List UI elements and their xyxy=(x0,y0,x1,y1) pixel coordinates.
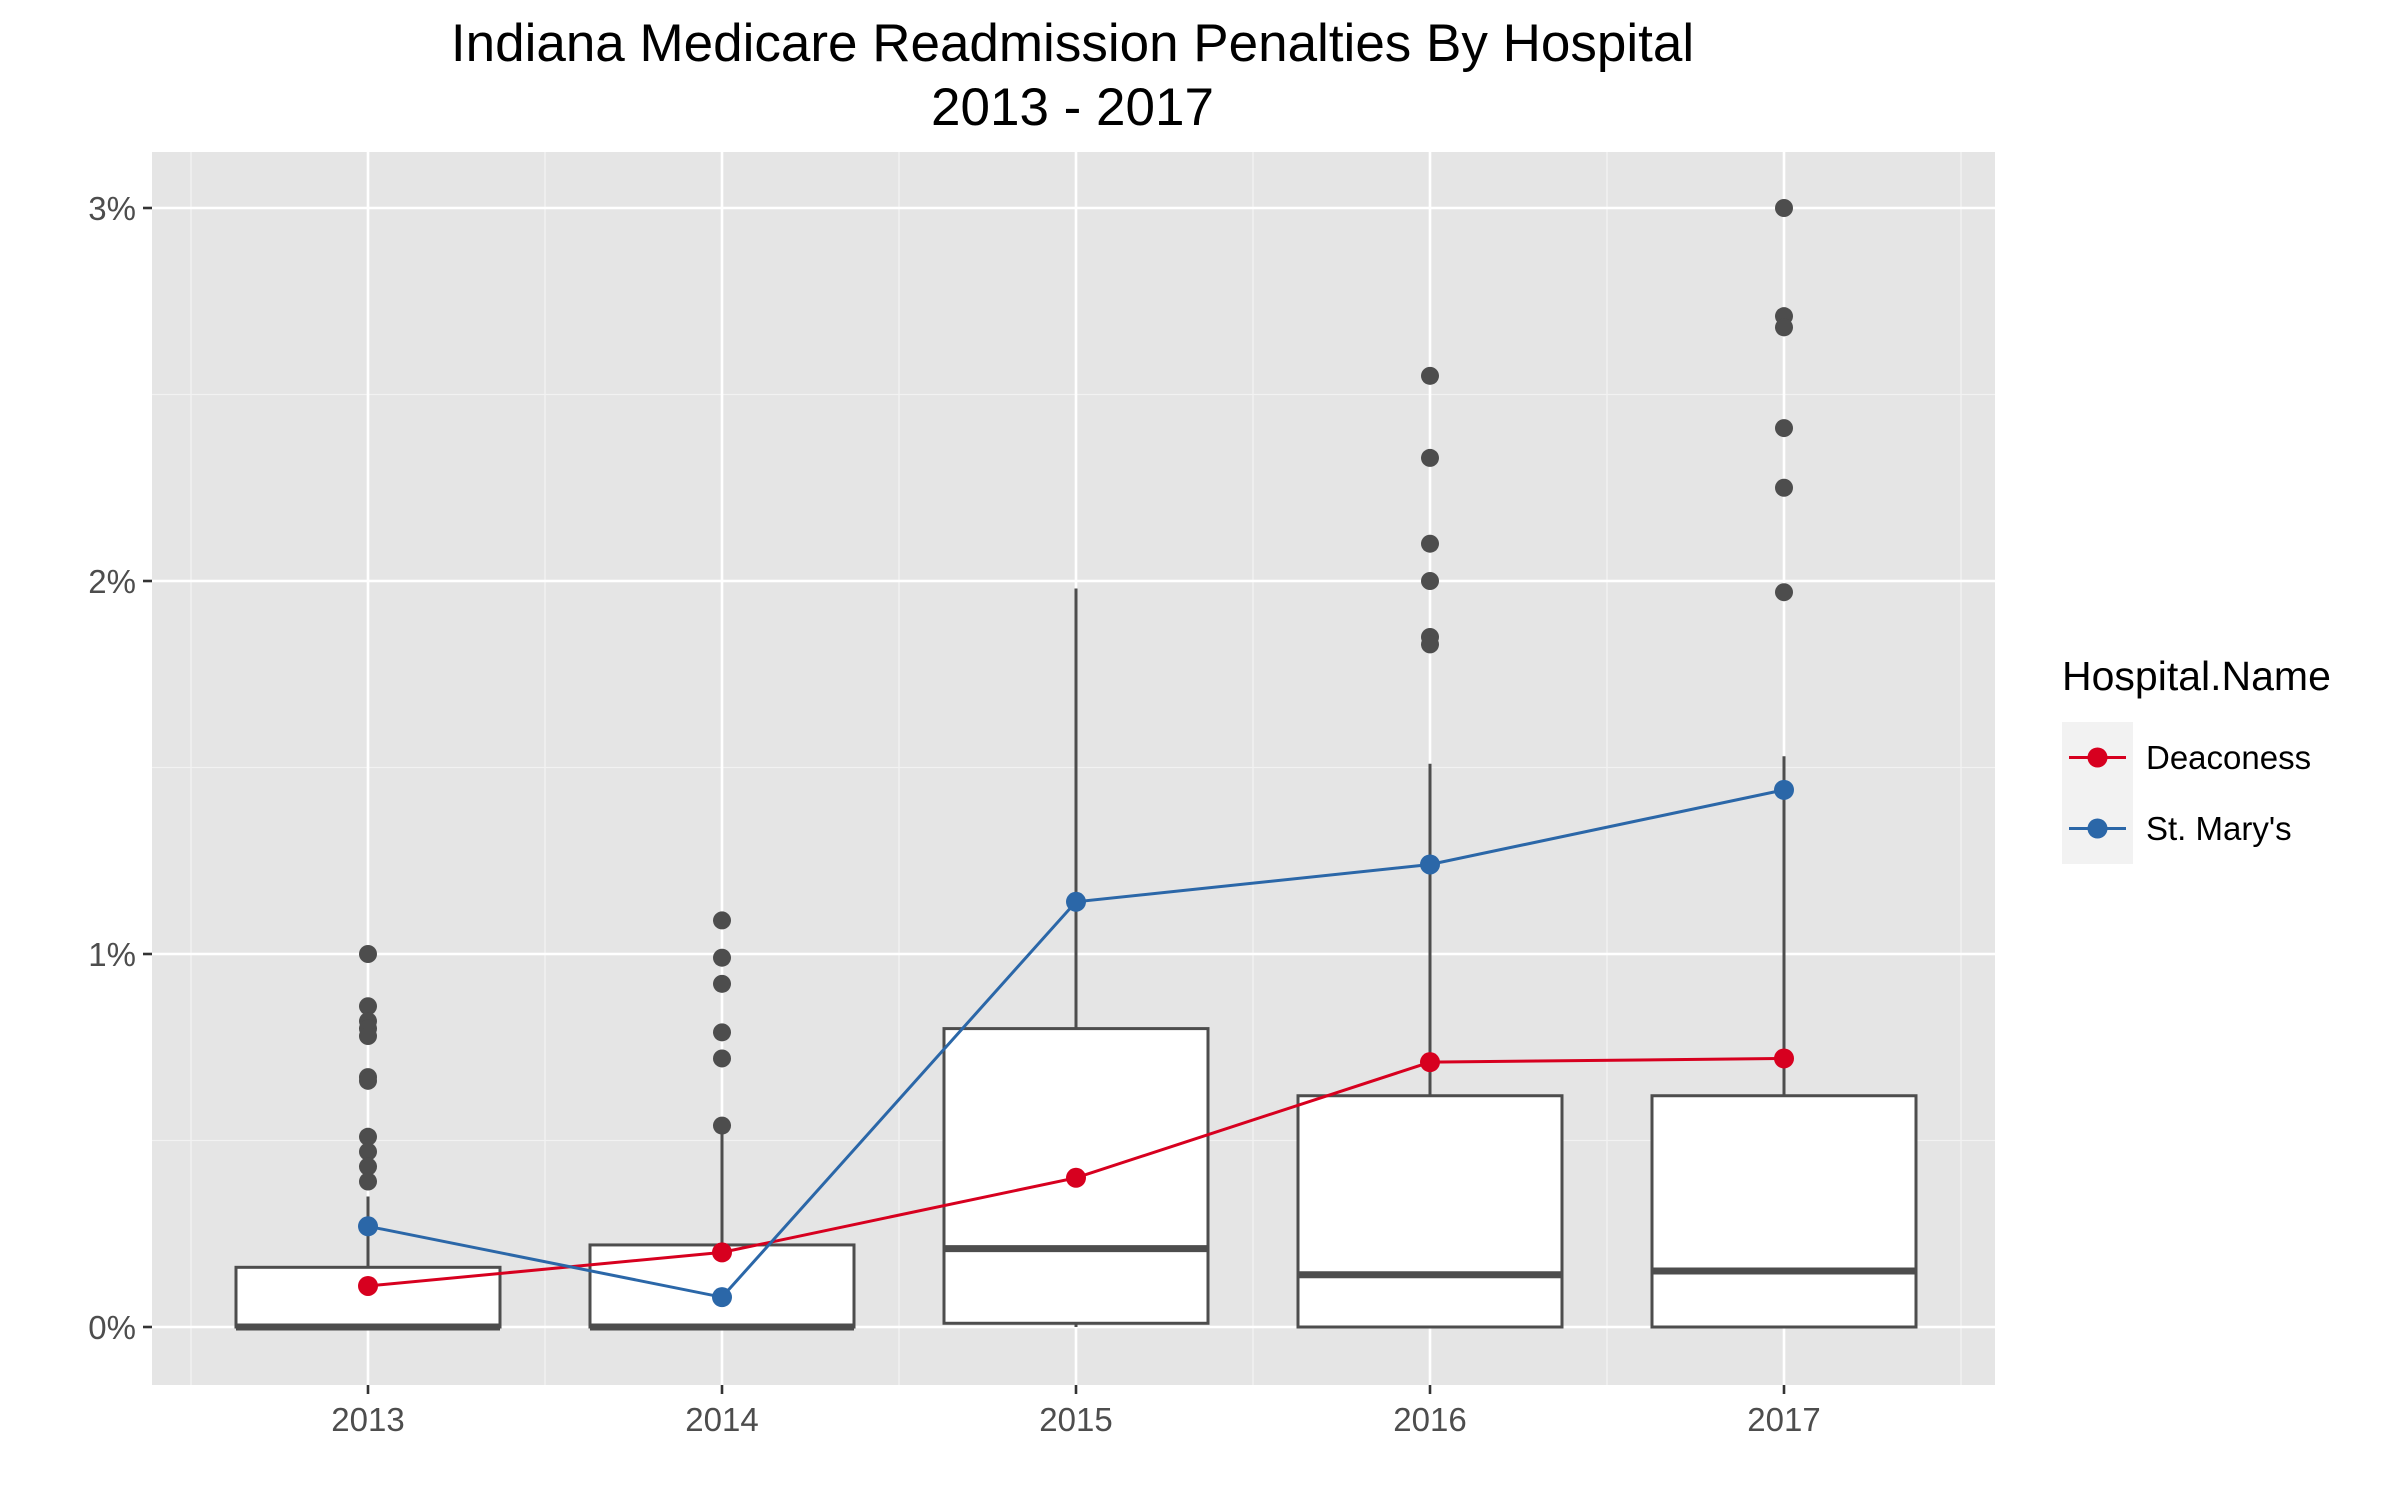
series-point xyxy=(1420,1052,1440,1073)
series-deaconess xyxy=(358,1048,1794,1296)
outlier-point xyxy=(1421,635,1439,654)
series-point xyxy=(1066,1167,1086,1188)
chart-title: Indiana Medicare Readmission Penalties B… xyxy=(450,14,1695,73)
y-tick-label: 0% xyxy=(88,1309,136,1346)
box-iqr xyxy=(1296,1094,1564,1329)
series-point xyxy=(358,1216,378,1237)
outlier-point xyxy=(359,945,377,963)
outlier-point xyxy=(713,1023,731,1042)
series-st-mary-s xyxy=(358,779,1794,1308)
y-tick-label: 2% xyxy=(88,563,136,600)
legend-key-point xyxy=(2087,747,2108,768)
outlier-point xyxy=(1775,318,1793,337)
series-point xyxy=(1420,854,1440,875)
outlier-point xyxy=(1421,572,1439,590)
outlier-point xyxy=(1421,448,1439,467)
outlier-point xyxy=(1775,478,1793,497)
x-tick-label: 2017 xyxy=(1747,1401,1820,1438)
outlier-point xyxy=(359,1157,377,1176)
outlier-point xyxy=(1775,583,1793,602)
outlier-point xyxy=(713,1049,731,1068)
outlier-point xyxy=(1775,199,1793,217)
boxplot-2016 xyxy=(1296,366,1564,1329)
series-point xyxy=(1066,891,1086,912)
outlier-point xyxy=(359,1071,377,1090)
x-tick-label: 2016 xyxy=(1393,1401,1466,1438)
boxplots xyxy=(234,199,1918,1331)
legend-item[interactable]: Deaconess xyxy=(2062,722,2311,793)
outlier-point xyxy=(359,1127,377,1146)
series-point xyxy=(1774,779,1794,800)
x-tick-label: 2015 xyxy=(1039,1401,1112,1438)
outlier-point xyxy=(359,997,377,1016)
legend-title: Hospital.Name xyxy=(2062,653,2331,699)
legend-label: Deaconess xyxy=(2146,739,2311,776)
series-point xyxy=(712,1287,732,1308)
outlier-point xyxy=(713,1116,731,1135)
x-tick-label: 2013 xyxy=(331,1401,404,1438)
series-point xyxy=(1774,1048,1794,1069)
y-tick-label: 3% xyxy=(88,190,136,227)
outlier-point xyxy=(359,1027,377,1046)
chart-title-block: Indiana Medicare Readmission Penalties B… xyxy=(0,12,2145,140)
x-tick-label: 2014 xyxy=(685,1401,758,1438)
y-tick-label: 1% xyxy=(88,936,136,973)
outlier-point xyxy=(713,911,731,930)
legend[interactable]: Hospital.Name Deaconess St. Mary's xyxy=(2062,653,2331,864)
hospital-series xyxy=(358,779,1794,1308)
box-iqr xyxy=(1650,1094,1918,1329)
series-point xyxy=(358,1275,378,1296)
axes: 0% 1% 2% 3% 2013 2014 2015 2016 2017 xyxy=(88,190,1820,1438)
series-point xyxy=(712,1242,732,1263)
outlier-point xyxy=(713,948,731,967)
outlier-point xyxy=(713,974,731,993)
outlier-point xyxy=(1421,366,1439,385)
legend-label: St. Mary's xyxy=(2146,810,2292,847)
outlier-point xyxy=(1421,534,1439,553)
chart-subtitle: 2013 - 2017 xyxy=(931,78,1214,137)
boxplot-2017 xyxy=(1650,199,1918,1329)
outlier-point xyxy=(1775,419,1793,438)
legend-item[interactable]: St. Mary's xyxy=(2062,793,2292,864)
outlier-point xyxy=(359,1172,377,1191)
legend-key-point xyxy=(2087,818,2108,839)
outlier-point xyxy=(359,1142,377,1161)
